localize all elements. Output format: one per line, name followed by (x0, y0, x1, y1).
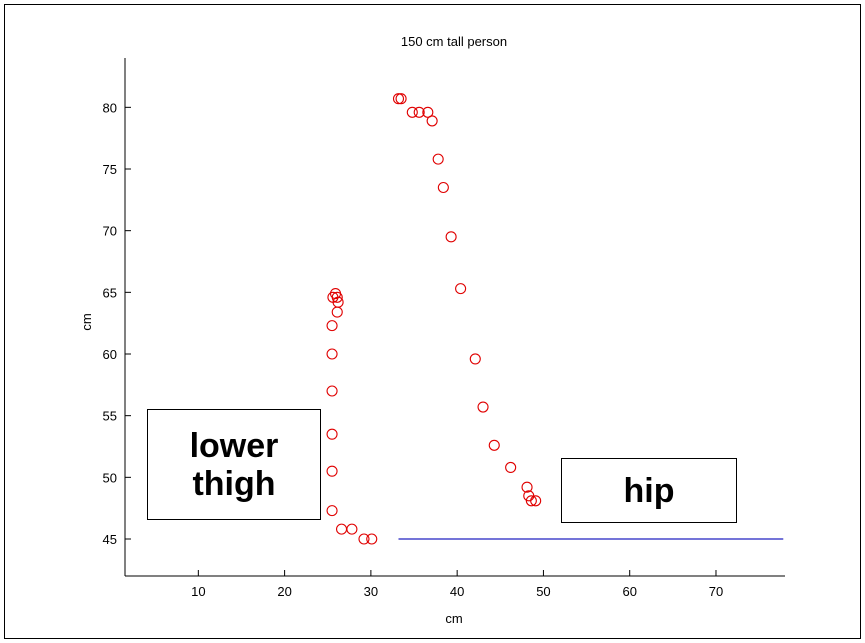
data-point (505, 461, 517, 474)
y-tick-label: 45 (103, 532, 117, 547)
data-point (326, 505, 338, 517)
hip-annotation-text: hip (623, 471, 675, 510)
x-tick-label: 10 (191, 584, 205, 599)
data-point (326, 320, 338, 332)
y-axis-label: cm (79, 313, 94, 330)
data-point (525, 495, 537, 507)
axes: 10 20 30 40 50 60 70 45 50 55 60 65 70 75 80 (103, 58, 785, 599)
x-tick-label: 20 (277, 584, 291, 599)
data-point (445, 231, 457, 243)
data-point (331, 306, 343, 318)
x-axis-label: cm (445, 611, 462, 626)
data-point (455, 283, 467, 295)
data-point (346, 523, 358, 535)
data-point (437, 181, 449, 194)
data-point (521, 481, 533, 493)
chart-title: 150 cm tall person (401, 34, 507, 49)
y-tick-label: 65 (103, 285, 117, 300)
x-tick-label: 50 (536, 584, 550, 599)
y-tick-label: 55 (103, 409, 117, 424)
x-tick-label: 70 (709, 584, 723, 599)
data-point (326, 348, 338, 360)
data-markers (326, 93, 542, 545)
data-point (406, 106, 418, 118)
lower-thigh-annotation: lower thigh (147, 409, 321, 520)
data-point (366, 533, 378, 545)
hip-annotation: hip (561, 458, 737, 523)
y-tick-label: 70 (103, 224, 117, 239)
data-point (530, 495, 542, 507)
lower-thigh-annotation-line-1: lower (189, 426, 279, 465)
data-point (326, 385, 338, 397)
y-tick-label: 50 (103, 470, 117, 485)
data-point (335, 523, 348, 535)
data-point (477, 401, 489, 413)
x-tick-label: 40 (450, 584, 464, 599)
x-tick-label: 60 (622, 584, 636, 599)
data-point (422, 106, 434, 118)
x-tick-label: 30 (364, 584, 378, 599)
data-point (488, 439, 500, 451)
data-point (358, 533, 370, 545)
data-point (426, 115, 438, 127)
lower-thigh-annotation-line-2: thigh (192, 464, 276, 503)
data-point (469, 353, 481, 365)
data-point (413, 106, 425, 118)
y-tick-label: 60 (103, 347, 117, 362)
y-tick-label: 80 (103, 100, 117, 115)
data-point (326, 465, 338, 477)
data-point (331, 291, 343, 303)
data-point (392, 93, 405, 105)
y-tick-label: 75 (103, 162, 117, 177)
data-point (326, 428, 338, 440)
data-point (432, 153, 444, 165)
data-point (395, 93, 407, 105)
